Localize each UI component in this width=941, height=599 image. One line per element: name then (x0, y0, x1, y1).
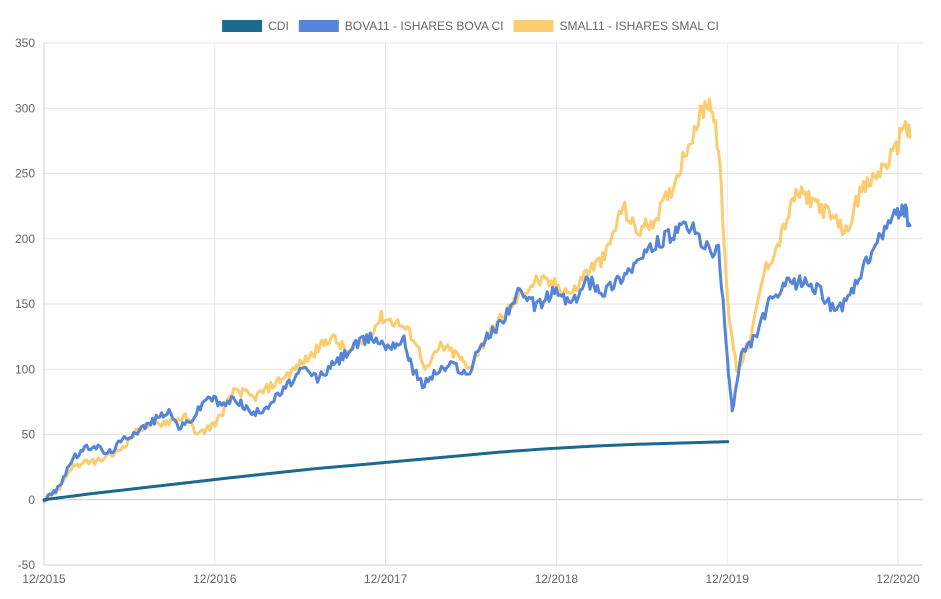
legend-swatch (298, 20, 339, 32)
legend[interactable]: CDI BOVA11 - ISHARES BOVA CI SMAL11 - ISHA… (222, 19, 719, 33)
y-tick-label: 350 (15, 36, 35, 50)
axes: -50 0 50 100 150 200 250 300 350 12/2015 12/2016 12… (15, 36, 923, 586)
x-tick-label: 12/2017 (364, 572, 408, 586)
grid (43, 42, 923, 566)
y-tick-label: 300 (15, 101, 35, 115)
x-tick-label: 12/2020 (876, 572, 920, 586)
legend-item-2[interactable]: SMAL11 - ISHARES SMAL CI (513, 19, 719, 33)
series-lines (42, 97, 912, 504)
y-tick-label: 150 (15, 297, 35, 311)
legend-swatch (222, 20, 263, 32)
legend-swatch (513, 20, 554, 32)
legend-label: CDI (268, 19, 289, 33)
y-tick-label: 50 (22, 428, 36, 442)
y-tick-label: 0 (28, 493, 35, 507)
x-tick-label: 12/2018 (535, 572, 579, 586)
legend-item-1[interactable]: BOVA11 - ISHARES BOVA CI (298, 19, 504, 33)
x-tick-label: 12/2016 (193, 572, 237, 586)
legend-item-0[interactable]: CDI (222, 19, 289, 33)
legend-label: BOVA11 - ISHARES BOVA CI (345, 19, 504, 33)
series-line-0[interactable] (42, 440, 730, 502)
y-tick-label: 250 (15, 167, 35, 181)
y-tick-label: 200 (15, 232, 35, 246)
x-tick-label: 12/2019 (706, 572, 750, 586)
legend-label: SMAL11 - ISHARES SMAL CI (560, 19, 719, 33)
series-line-2[interactable] (42, 97, 912, 504)
x-tick-label: 12/2015 (22, 572, 66, 586)
series-line-1[interactable] (42, 203, 912, 503)
y-tick-label: 100 (15, 362, 35, 376)
y-tick-label: -50 (18, 558, 36, 572)
